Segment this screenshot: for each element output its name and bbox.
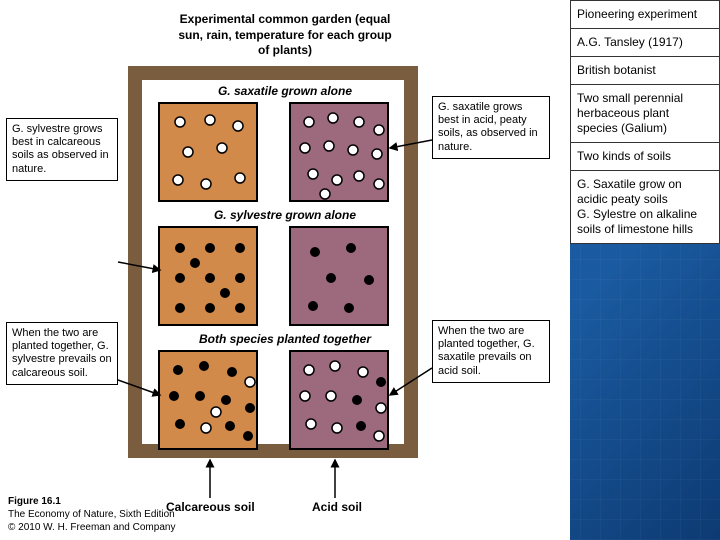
axis-right-label: Acid soil — [312, 500, 362, 514]
sidebar-cell-5: G. Saxatile grow on acidic peaty soils G… — [570, 170, 720, 244]
caption-fig: Figure 16.1 — [8, 496, 61, 507]
callout-arrows — [0, 0, 570, 540]
sidebar-cell-4: Two kinds of soils — [570, 142, 720, 171]
caption-book: The Economy of Nature, Sixth Edition — [8, 509, 175, 520]
sidebar: Pioneering experimentA.G. Tansley (1917)… — [570, 0, 720, 540]
sidebar-cell-1: A.G. Tansley (1917) — [570, 28, 720, 57]
figure-panel: Experimental common garden (equal sun, r… — [0, 0, 570, 540]
caption-copy: © 2010 W. H. Freeman and Company — [8, 522, 175, 533]
sidebar-cell-3: Two small perennial herbaceous plant spe… — [570, 84, 720, 143]
axis-left-label: Calcareous soil — [166, 500, 255, 514]
sidebar-cell-0: Pioneering experiment — [570, 0, 720, 29]
figure-caption: Figure 16.1 The Economy of Nature, Sixth… — [8, 495, 175, 534]
sidebar-cell-2: British botanist — [570, 56, 720, 85]
